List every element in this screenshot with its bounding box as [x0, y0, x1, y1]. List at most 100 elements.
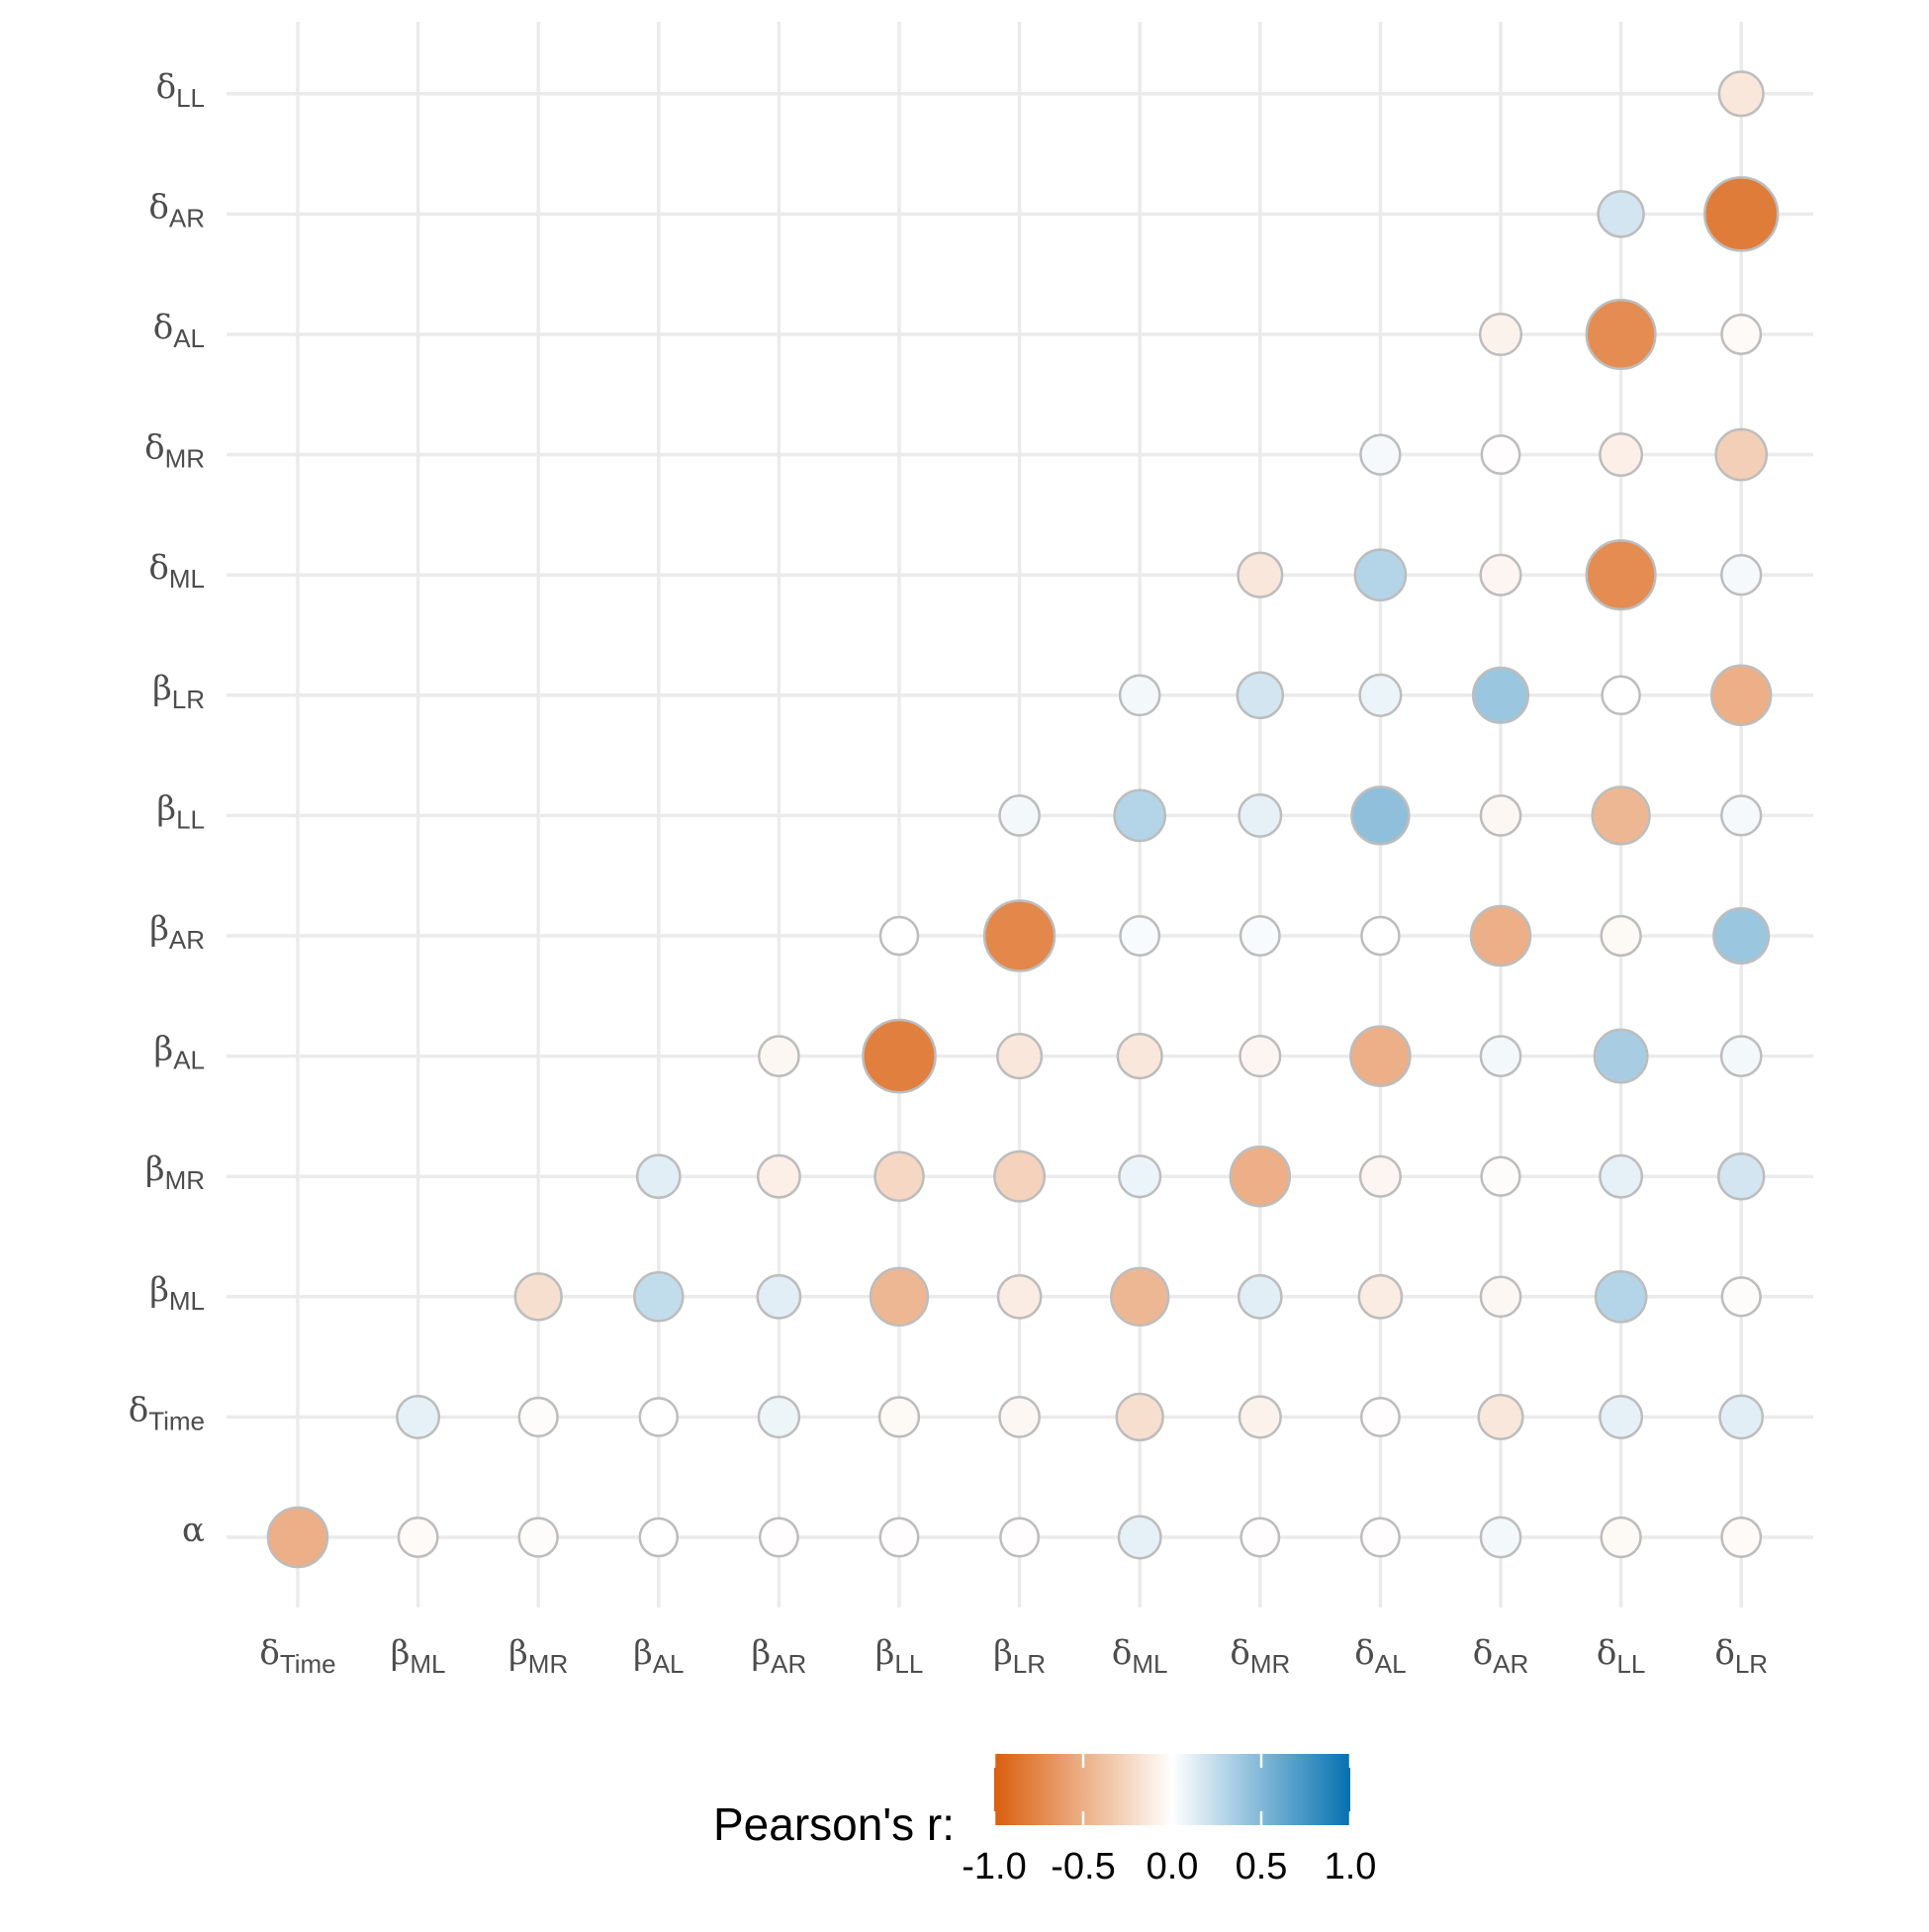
correlation-bubble	[1479, 1035, 1522, 1077]
correlation-bubble	[1594, 1269, 1648, 1324]
y-tick-label: βAR	[149, 909, 205, 955]
correlation-bubble	[1118, 1154, 1162, 1199]
x-tick-label: δMR	[1230, 1633, 1290, 1679]
correlation-bubble	[996, 1273, 1043, 1320]
correlation-bubble	[1238, 1395, 1282, 1439]
correlation-bubble	[1469, 904, 1532, 967]
correlation-bubble	[1238, 792, 1283, 838]
correlation-bubble	[1349, 1025, 1412, 1087]
x-tick-label: δTime	[259, 1633, 335, 1679]
correlation-bubble	[266, 1506, 329, 1569]
correlation-bubble	[878, 1517, 920, 1558]
correlation-bubble	[1357, 1273, 1404, 1320]
correlation-bubble	[982, 899, 1056, 972]
correlation-bubble	[758, 1035, 800, 1077]
correlation-bubble	[1601, 675, 1641, 716]
correlation-bubble	[1477, 1393, 1524, 1440]
x-tick-label: βMR	[508, 1633, 568, 1679]
correlation-bubble	[878, 915, 920, 957]
x-tick-label: δAR	[1473, 1633, 1529, 1679]
correlation-bubble	[758, 1517, 799, 1558]
correlation-bubble	[1714, 427, 1769, 482]
correlation-bubble	[1360, 915, 1401, 957]
correlation-bubble	[877, 1396, 921, 1438]
correlation-bubble	[517, 1517, 559, 1558]
correlation-bubble	[1353, 548, 1408, 602]
correlation-bubble	[1350, 785, 1411, 846]
correlation-bubble	[869, 1266, 930, 1327]
correlation-bubble	[638, 1397, 680, 1437]
correlation-bubble	[1720, 554, 1763, 597]
x-tick-label: βAR	[752, 1633, 807, 1679]
correlation-bubble	[1718, 1394, 1765, 1440]
correlation-bubble	[1720, 794, 1763, 837]
x-tick-label: βLR	[993, 1633, 1046, 1679]
correlation-bubble	[517, 1396, 559, 1438]
legend-tick-label: 0.0	[1147, 1846, 1199, 1887]
x-tick-label: βLL	[875, 1633, 924, 1679]
correlation-bubble	[1600, 1516, 1642, 1559]
correlation-bubble	[1600, 914, 1642, 958]
y-tick-label: δML	[148, 548, 205, 594]
correlation-bubble	[1585, 298, 1657, 371]
correlation-bubble	[1479, 553, 1522, 597]
correlation-bubble	[993, 1150, 1047, 1203]
correlation-bubble	[1599, 1394, 1644, 1439]
x-tick-label: δAL	[1354, 1633, 1406, 1679]
y-tick-label: α	[182, 1511, 205, 1550]
correlation-bubble	[1720, 314, 1763, 355]
correlation-bubble	[1479, 1516, 1522, 1559]
correlation-bubble	[1478, 312, 1523, 357]
correlation-bubble	[1593, 1028, 1649, 1084]
correlation-bubble	[1119, 915, 1161, 957]
correlation-bubble	[1720, 1276, 1762, 1318]
correlation-bubble	[1480, 1155, 1521, 1197]
legend-tick-label: 0.5	[1236, 1846, 1288, 1887]
correlation-bubble	[1115, 1392, 1164, 1442]
correlation-bubble	[873, 1150, 925, 1202]
correlation-bubble	[998, 794, 1041, 837]
correlation-bubble	[1712, 906, 1771, 966]
correlation-bubble	[1599, 432, 1644, 478]
legend: Pearson's r: -1.0 -0.5 0.0 0.5 1.0	[713, 1754, 1376, 1887]
correlation-bubble	[638, 1517, 680, 1558]
correlation-bubble	[1237, 551, 1284, 598]
correlation-bubble	[1240, 1517, 1281, 1558]
y-tick-label: βLR	[152, 669, 205, 714]
correlation-bubble	[1479, 1275, 1522, 1319]
y-tick-label: δAR	[148, 187, 205, 232]
legend-tick-label: 1.0	[1325, 1846, 1377, 1887]
correlation-bubble	[635, 1153, 682, 1200]
correlation-bubble	[1117, 1515, 1162, 1560]
y-tick-label: βAL	[154, 1030, 205, 1075]
correlation-bubble	[1591, 785, 1651, 846]
correlation-bubble	[1585, 539, 1657, 611]
correlation-bubbles	[266, 70, 1780, 1569]
correlation-bubble	[996, 1033, 1044, 1080]
x-tick-label: βML	[391, 1633, 446, 1679]
x-tick-label: δLR	[1714, 1633, 1768, 1679]
y-axis-tick-labels: α δTime βML βMR βAL βAR βLL βLR δML δMR δAL δAR δLL	[129, 67, 205, 1550]
correlation-bubble	[1236, 671, 1285, 720]
x-axis-tick-labels: δTime βML βMR βAL βAR βLL βLR δML δMR δAL δAR δLL δL…	[259, 1633, 1768, 1679]
correlation-bubble	[1113, 788, 1167, 843]
correlation-bubble	[1709, 664, 1773, 727]
correlation-bubble	[862, 1018, 937, 1094]
correlation-bubble	[1720, 1517, 1763, 1558]
x-tick-label: δML	[1112, 1633, 1168, 1679]
legend-tick-label: -0.5	[1051, 1846, 1115, 1887]
correlation-bubble	[1716, 1151, 1766, 1201]
correlation-bubble	[1480, 434, 1521, 476]
legend-ticks: -1.0 -0.5 0.0 0.5 1.0	[962, 1754, 1376, 1887]
correlation-bubble	[1359, 433, 1402, 476]
correlation-bubble	[999, 1517, 1041, 1558]
correlation-bubble	[1717, 70, 1765, 118]
correlation-bubble	[1229, 1145, 1292, 1208]
correlation-bubble	[1471, 666, 1530, 724]
correlation-bubble	[756, 1273, 802, 1320]
y-tick-label: δAL	[153, 308, 205, 353]
correlation-bubble	[1110, 1266, 1170, 1327]
correlation-bubble	[633, 1271, 685, 1323]
correlation-bubble	[1358, 673, 1403, 717]
